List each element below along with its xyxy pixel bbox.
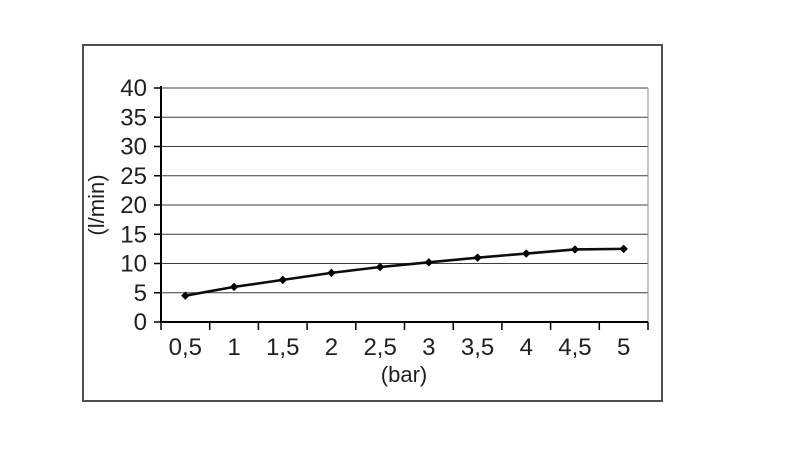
data-point-marker <box>570 245 580 254</box>
x-tick-label: 3,5 <box>461 334 494 361</box>
data-point-marker <box>278 275 287 285</box>
y-tick-label: 30 <box>120 134 147 161</box>
x-tick-label: 1,5 <box>266 334 299 361</box>
x-tick-label: 4,5 <box>558 334 591 361</box>
x-tick-label: 3 <box>422 334 435 361</box>
y-tick-label: 5 <box>134 280 147 307</box>
y-tick-label: 0 <box>134 309 147 336</box>
y-tick-label: 35 <box>120 104 147 131</box>
data-point-marker <box>619 244 628 254</box>
y-tick-label: 10 <box>120 251 147 278</box>
data-point-marker <box>181 291 190 300</box>
x-tick-label: 1 <box>227 334 240 361</box>
x-tick-label: 2 <box>325 334 338 361</box>
x-tick-label: 2,5 <box>363 334 396 361</box>
y-tick-label: 15 <box>120 221 147 248</box>
data-point-marker <box>375 262 385 272</box>
x-tick-label: 0,5 <box>169 334 202 361</box>
data-series-line <box>185 247 624 297</box>
y-tick-label: 20 <box>120 192 147 219</box>
y-axis-title: (l/min) <box>84 174 109 235</box>
data-point-marker <box>229 282 239 292</box>
data-point-marker <box>424 258 434 267</box>
x-tick-label: 4 <box>520 334 533 361</box>
chart-frame <box>82 44 663 402</box>
data-point-marker <box>473 253 482 262</box>
x-tick-label: 5 <box>617 334 630 361</box>
data-point-marker <box>522 249 531 258</box>
y-tick-label: 25 <box>120 163 147 190</box>
y-tick-label: 40 <box>120 75 147 102</box>
data-point-marker <box>327 268 336 278</box>
x-axis-title: (bar) <box>381 362 427 387</box>
